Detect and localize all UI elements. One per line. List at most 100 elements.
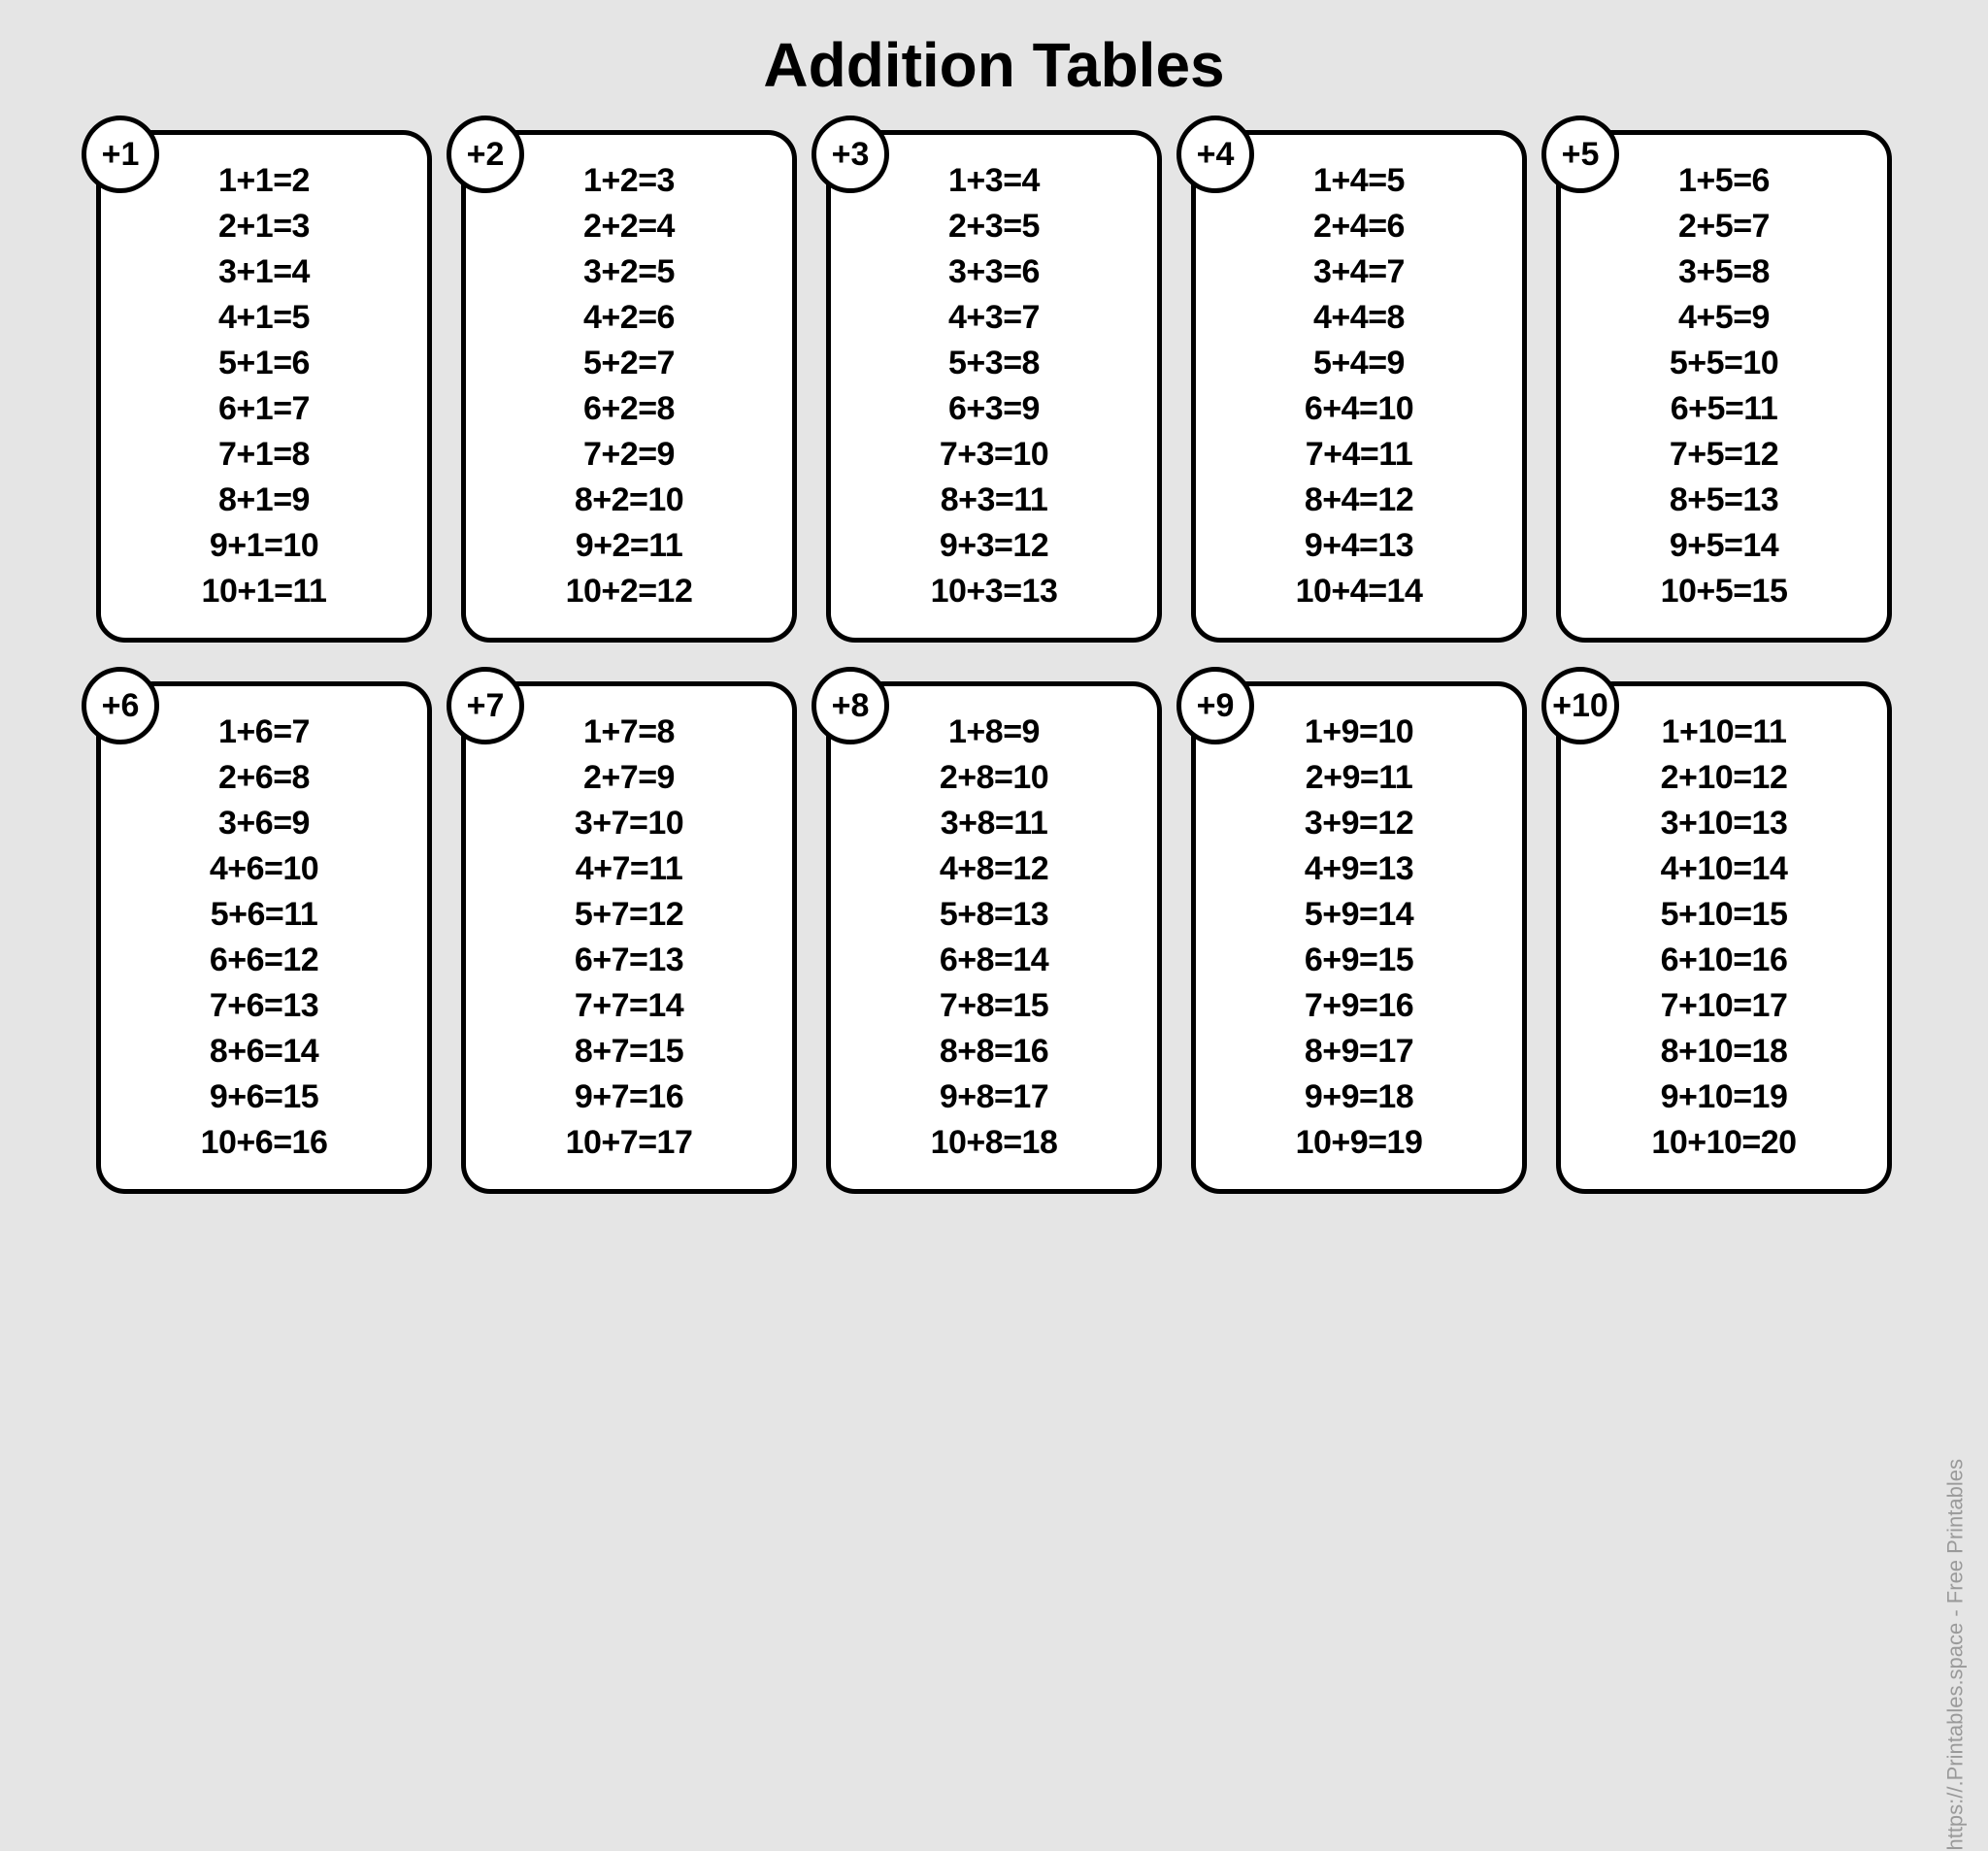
- equation: 6+5=11: [1671, 390, 1777, 428]
- equation: 2+9=11: [1306, 759, 1412, 797]
- equation: 4+1=5: [218, 299, 310, 337]
- equation: 10+6=16: [201, 1124, 328, 1162]
- equation: 9+7=16: [575, 1078, 683, 1116]
- equation: 1+3=4: [948, 162, 1040, 200]
- equation: 3+1=4: [218, 253, 310, 291]
- equation: 8+7=15: [575, 1033, 683, 1071]
- equation: 6+10=16: [1661, 942, 1788, 979]
- equation: 10+4=14: [1296, 573, 1423, 611]
- equation: 2+2=4: [583, 208, 675, 246]
- equation: 9+8=17: [940, 1078, 1048, 1116]
- addition-card: +81+8=92+8=103+8=114+8=125+8=136+8=147+8…: [826, 681, 1162, 1194]
- equation: 8+6=14: [210, 1033, 318, 1071]
- attribution-text: https://.Printables.space - Free Printab…: [1943, 1459, 1969, 1851]
- equation: 1+8=9: [948, 713, 1040, 751]
- equation: 10+8=18: [931, 1124, 1058, 1162]
- equation: 7+3=10: [940, 436, 1048, 474]
- card-badge: +9: [1176, 667, 1254, 744]
- tables-grid: +11+1=22+1=33+1=44+1=55+1=66+1=77+1=88+1…: [96, 130, 1892, 1194]
- equation: 8+8=16: [940, 1033, 1048, 1071]
- equation: 7+7=14: [575, 987, 683, 1025]
- equation-list: 1+2=32+2=43+2=54+2=65+2=76+2=87+2=98+2=1…: [483, 162, 775, 611]
- equation: 8+9=17: [1305, 1033, 1413, 1071]
- equation: 2+3=5: [948, 208, 1040, 246]
- equation: 5+3=8: [948, 345, 1040, 382]
- equation: 10+10=20: [1651, 1124, 1796, 1162]
- equation: 3+6=9: [218, 805, 310, 843]
- addition-card: +91+9=102+9=113+9=124+9=135+9=146+9=157+…: [1191, 681, 1527, 1194]
- equation: 6+3=9: [948, 390, 1040, 428]
- equation: 9+6=15: [210, 1078, 318, 1116]
- equation: 1+2=3: [583, 162, 675, 200]
- equation: 5+10=15: [1661, 896, 1788, 934]
- equation: 7+1=8: [218, 436, 310, 474]
- equation: 6+1=7: [218, 390, 310, 428]
- card-badge: +2: [447, 116, 524, 193]
- equation: 3+10=13: [1661, 805, 1788, 843]
- equation: 1+5=6: [1678, 162, 1770, 200]
- equation-list: 1+10=112+10=123+10=134+10=145+10=156+10=…: [1578, 713, 1870, 1162]
- equation: 9+5=14: [1670, 527, 1778, 565]
- equation: 4+8=12: [940, 850, 1048, 888]
- equation: 10+1=11: [202, 573, 327, 611]
- card-badge: +1: [82, 116, 159, 193]
- equation: 6+2=8: [583, 390, 675, 428]
- card-badge: +4: [1176, 116, 1254, 193]
- equation: 5+2=7: [583, 345, 675, 382]
- equation: 8+10=18: [1661, 1033, 1788, 1071]
- equation: 8+5=13: [1670, 481, 1778, 519]
- equation: 2+8=10: [940, 759, 1048, 797]
- card-badge: +7: [447, 667, 524, 744]
- equation: 4+2=6: [583, 299, 675, 337]
- equation: 8+4=12: [1305, 481, 1413, 519]
- page-title: Addition Tables: [78, 29, 1910, 101]
- equation: 1+6=7: [218, 713, 310, 751]
- addition-card: +61+6=72+6=83+6=94+6=105+6=116+6=127+6=1…: [96, 681, 432, 1194]
- equation: 4+10=14: [1661, 850, 1788, 888]
- card-badge: +3: [812, 116, 889, 193]
- equation: 6+8=14: [940, 942, 1048, 979]
- addition-card: +101+10=112+10=123+10=134+10=145+10=156+…: [1556, 681, 1892, 1194]
- equation: 9+4=13: [1305, 527, 1413, 565]
- equation: 2+1=3: [218, 208, 310, 246]
- equation: 5+9=14: [1305, 896, 1413, 934]
- equation: 10+9=19: [1296, 1124, 1423, 1162]
- equation-list: 1+4=52+4=63+4=74+4=85+4=96+4=107+4=118+4…: [1213, 162, 1505, 611]
- equation: 5+4=9: [1313, 345, 1405, 382]
- equation: 10+7=17: [566, 1124, 693, 1162]
- equation: 2+5=7: [1678, 208, 1770, 246]
- equation: 5+7=12: [575, 896, 683, 934]
- equation: 1+1=2: [218, 162, 310, 200]
- equation: 8+3=11: [941, 481, 1047, 519]
- card-badge: +8: [812, 667, 889, 744]
- equation: 6+4=10: [1305, 390, 1413, 428]
- equation: 9+2=11: [576, 527, 682, 565]
- equation: 4+4=8: [1313, 299, 1405, 337]
- equation: 6+9=15: [1305, 942, 1413, 979]
- equation: 6+6=12: [210, 942, 318, 979]
- card-badge: +5: [1541, 116, 1619, 193]
- equation: 5+1=6: [218, 345, 310, 382]
- equation: 1+4=5: [1313, 162, 1405, 200]
- equation: 9+10=19: [1661, 1078, 1788, 1116]
- equation-list: 1+8=92+8=103+8=114+8=125+8=136+8=147+8=1…: [848, 713, 1140, 1162]
- equation: 1+7=8: [583, 713, 675, 751]
- equation: 8+2=10: [575, 481, 683, 519]
- equation: 1+9=10: [1305, 713, 1413, 751]
- card-badge: +6: [82, 667, 159, 744]
- equation: 3+5=8: [1678, 253, 1770, 291]
- equation: 5+8=13: [940, 896, 1048, 934]
- equation: 9+3=12: [940, 527, 1048, 565]
- equation: 3+4=7: [1313, 253, 1405, 291]
- addition-card: +11+1=22+1=33+1=44+1=55+1=66+1=77+1=88+1…: [96, 130, 432, 643]
- equation: 8+1=9: [218, 481, 310, 519]
- equation: 3+7=10: [575, 805, 683, 843]
- equation: 3+8=11: [941, 805, 1047, 843]
- equation: 7+2=9: [583, 436, 675, 474]
- equation: 2+4=6: [1313, 208, 1405, 246]
- equation-list: 1+7=82+7=93+7=104+7=115+7=126+7=137+7=14…: [483, 713, 775, 1162]
- equation: 10+2=12: [566, 573, 693, 611]
- equation-list: 1+5=62+5=73+5=84+5=95+5=106+5=117+5=128+…: [1578, 162, 1870, 611]
- equation: 4+5=9: [1678, 299, 1770, 337]
- equation: 3+3=6: [948, 253, 1040, 291]
